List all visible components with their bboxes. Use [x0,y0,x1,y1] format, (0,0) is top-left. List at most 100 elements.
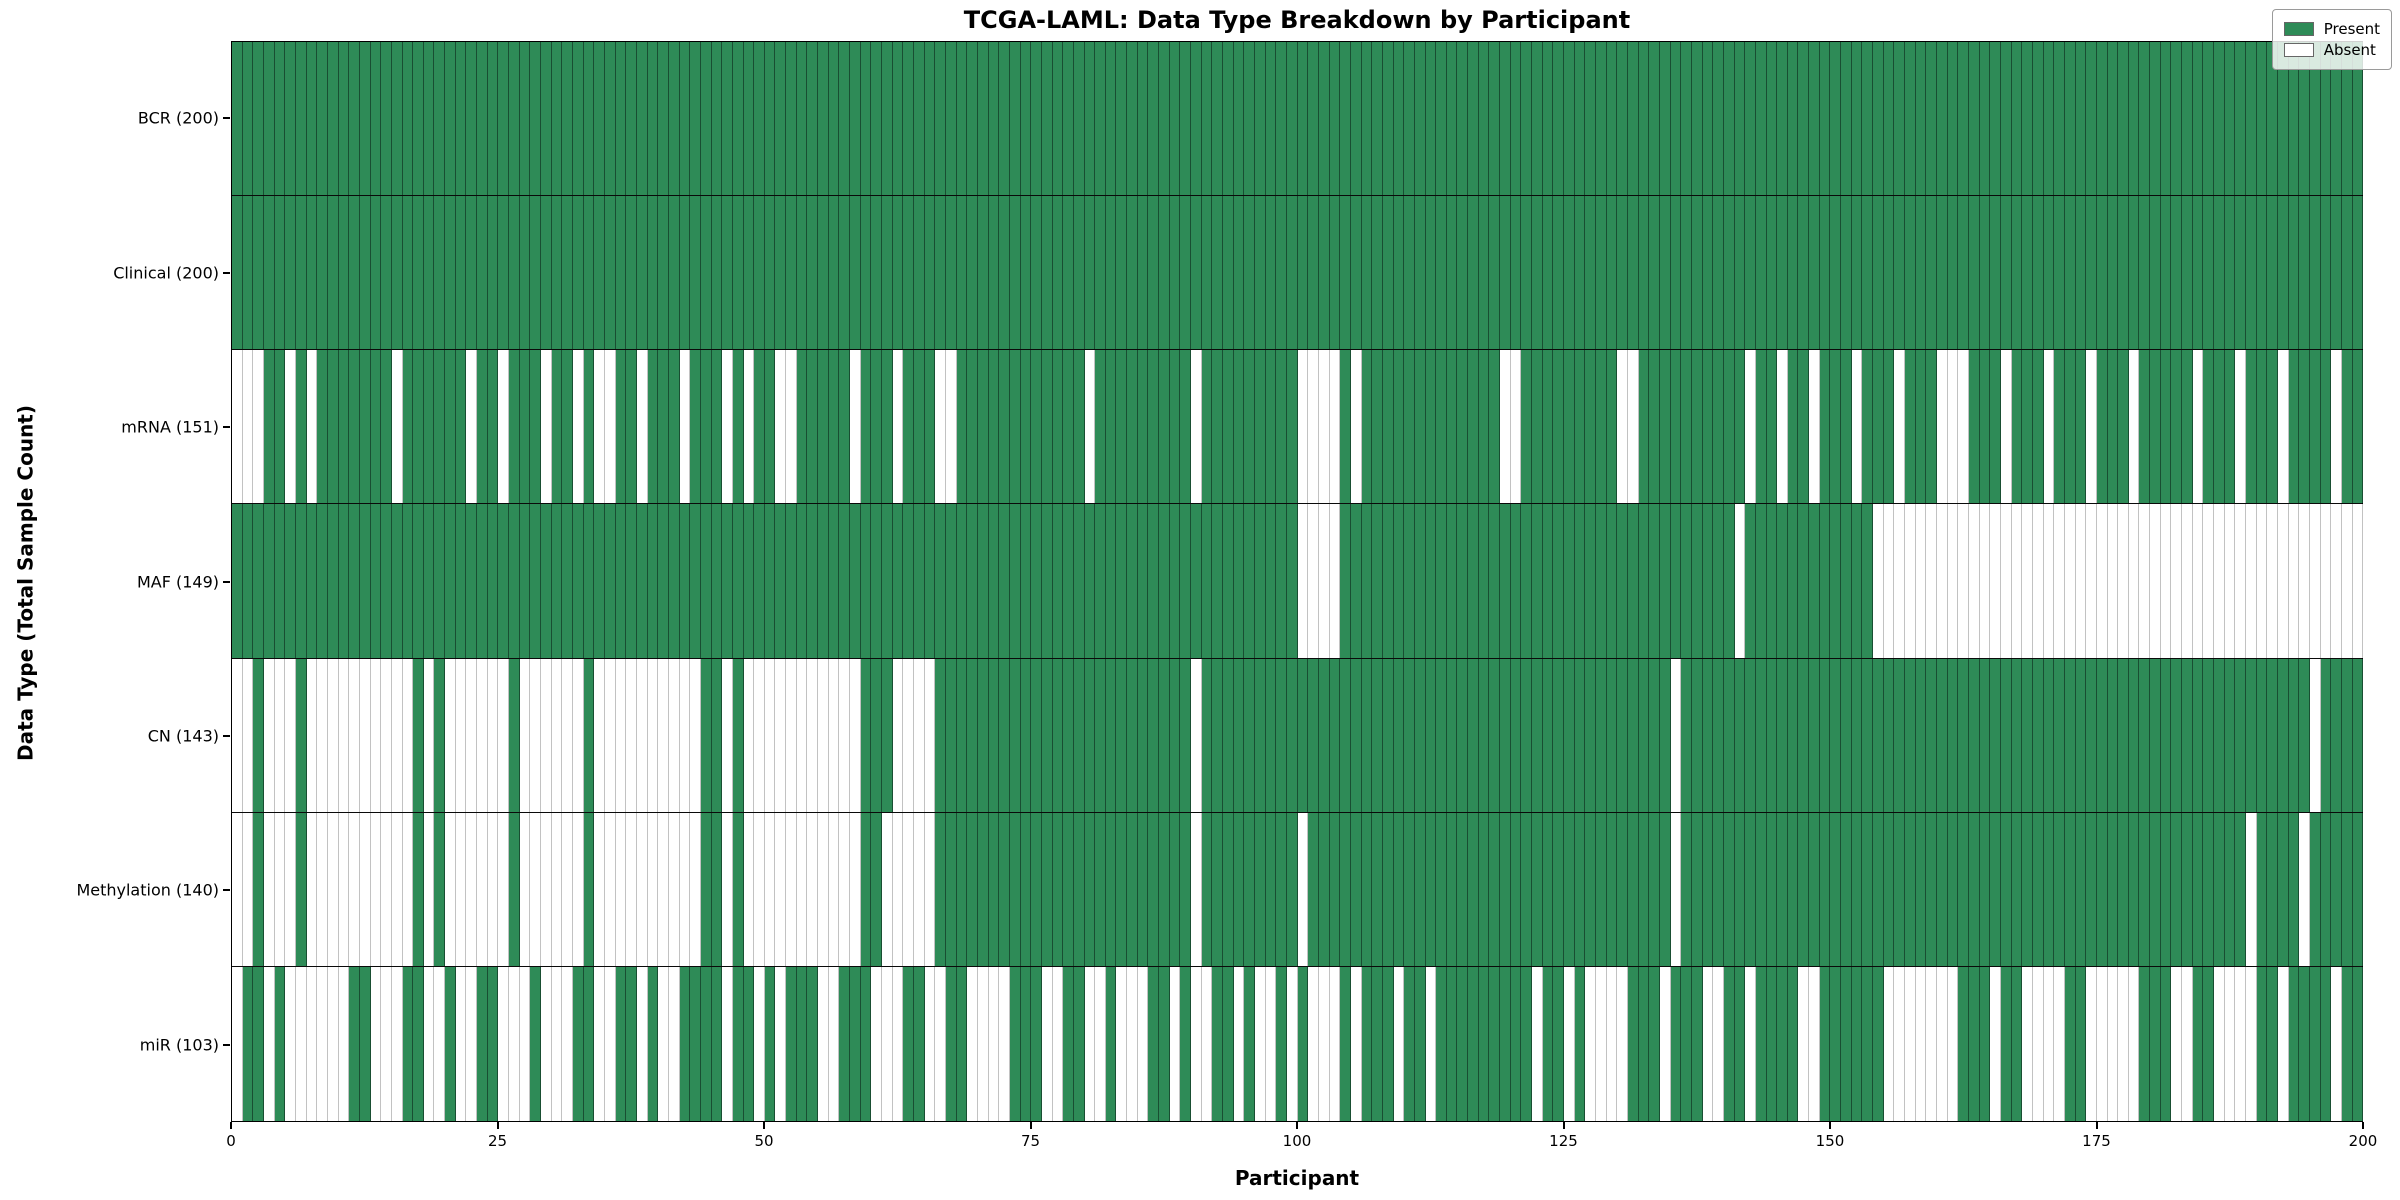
heatmap-cell [1553,350,1565,504]
heatmap-cell [1947,966,1959,1121]
heatmap-cell [1510,966,1522,1121]
heatmap-cell [1148,350,1160,504]
heatmap-cell [1052,966,1064,1121]
heatmap-cell [1436,196,1447,350]
heatmap-cell [1436,966,1447,1121]
heatmap-cell [1382,658,1394,812]
heatmap-cell [2214,42,2225,196]
heatmap-cell [924,658,936,812]
heatmap-cell [1308,350,1319,504]
heatmap-cell [1905,196,1916,350]
heatmap-cell [551,966,563,1121]
y-tick-label-mRNA: mRNA (151) [121,417,219,437]
heatmap-cell [1457,966,1469,1121]
y-tick-label-miR: miR (103) [139,1035,219,1055]
heatmap-cell [295,966,307,1121]
heatmap-cell [242,966,254,1121]
heatmap-cell [1691,42,1703,196]
heatmap-cell [1915,42,1927,196]
heatmap-cell [1009,196,1021,350]
heatmap-cell [914,658,925,812]
heatmap-cell [2192,196,2204,350]
heatmap-cell [1084,42,1096,196]
heatmap-cell [1009,42,1021,196]
heatmap-cell [668,196,680,350]
heatmap-cell [2320,812,2332,966]
heatmap-cell [1702,812,1714,966]
heatmap-cell [1041,196,1053,350]
heatmap-cell [2214,196,2225,350]
heatmap-cell [754,812,765,966]
heatmap-cell [1851,504,1863,658]
heatmap-cell [1990,350,2001,504]
heatmap-cell [477,966,488,1121]
heatmap-cell [445,196,456,350]
heatmap-cell [530,658,542,812]
heatmap-cell [1212,196,1224,350]
heatmap-cell [1649,966,1660,1121]
heatmap-cell [1830,504,1842,658]
heatmap-cell [1574,504,1586,658]
heatmap-cell [935,658,946,812]
heatmap-cell [1063,42,1074,196]
heatmap-cell [1670,42,1682,196]
heatmap-cell [1073,504,1085,658]
heatmap-cell [295,196,307,350]
heatmap-cell [1329,966,1341,1121]
heatmap-cell [242,504,254,658]
heatmap-cell [1095,42,1106,196]
heatmap-cell [1649,658,1660,812]
heatmap-cell [892,42,904,196]
heatmap-cell [775,350,787,504]
heatmap-cell [1361,196,1373,350]
heatmap-cell [274,966,286,1121]
y-tick-mark [223,580,230,583]
heatmap-cell [349,350,360,504]
heatmap-cell [1169,196,1181,350]
heatmap-cell [1084,196,1096,350]
heatmap-cell [2192,504,2204,658]
heatmap-cell [274,42,286,196]
heatmap-cell [1937,658,1948,812]
heatmap-cell [1116,658,1128,812]
heatmap-cell [1212,42,1224,196]
heatmap-cell [615,812,627,966]
heatmap-cell [1105,42,1117,196]
heatmap-cell [1542,350,1554,504]
heatmap-cell [1244,196,1255,350]
heatmap-cell [2246,966,2257,1121]
heatmap-cell [541,350,552,504]
heatmap-cell [2011,196,2023,350]
heatmap-cell [1265,812,1277,966]
heatmap-cell [2182,350,2193,504]
heatmap-cell [1318,966,1330,1121]
heatmap-cell [2160,196,2172,350]
heatmap-cell [786,966,797,1121]
heatmap-cell [871,42,883,196]
heatmap-cell [1052,658,1064,812]
heatmap-cell [1372,504,1383,658]
heatmap-cell [1894,812,1906,966]
heatmap-cell [871,350,883,504]
heatmap-cell [1915,196,1927,350]
heatmap-cell [594,658,605,812]
heatmap-cell [2331,812,2342,966]
heatmap-cell [1105,504,1117,658]
heatmap-cell [2341,658,2353,812]
heatmap-cell [892,658,904,812]
heatmap-cell [1521,42,1533,196]
heatmap-cell [1031,966,1042,1121]
heatmap-cell [1968,350,1980,504]
heatmap-cell [2235,658,2247,812]
heatmap-cell [1127,658,1138,812]
heatmap-cell [1659,350,1671,504]
heatmap-cell [871,504,883,658]
heatmap-cell [1116,196,1128,350]
heatmap-cell [1532,966,1543,1121]
heatmap-cell [1414,350,1426,504]
heatmap-cell [1638,966,1650,1121]
heatmap-cell [1574,812,1586,966]
heatmap-cell [530,42,542,196]
heatmap-cell [274,658,286,812]
heatmap-cell [295,42,307,196]
